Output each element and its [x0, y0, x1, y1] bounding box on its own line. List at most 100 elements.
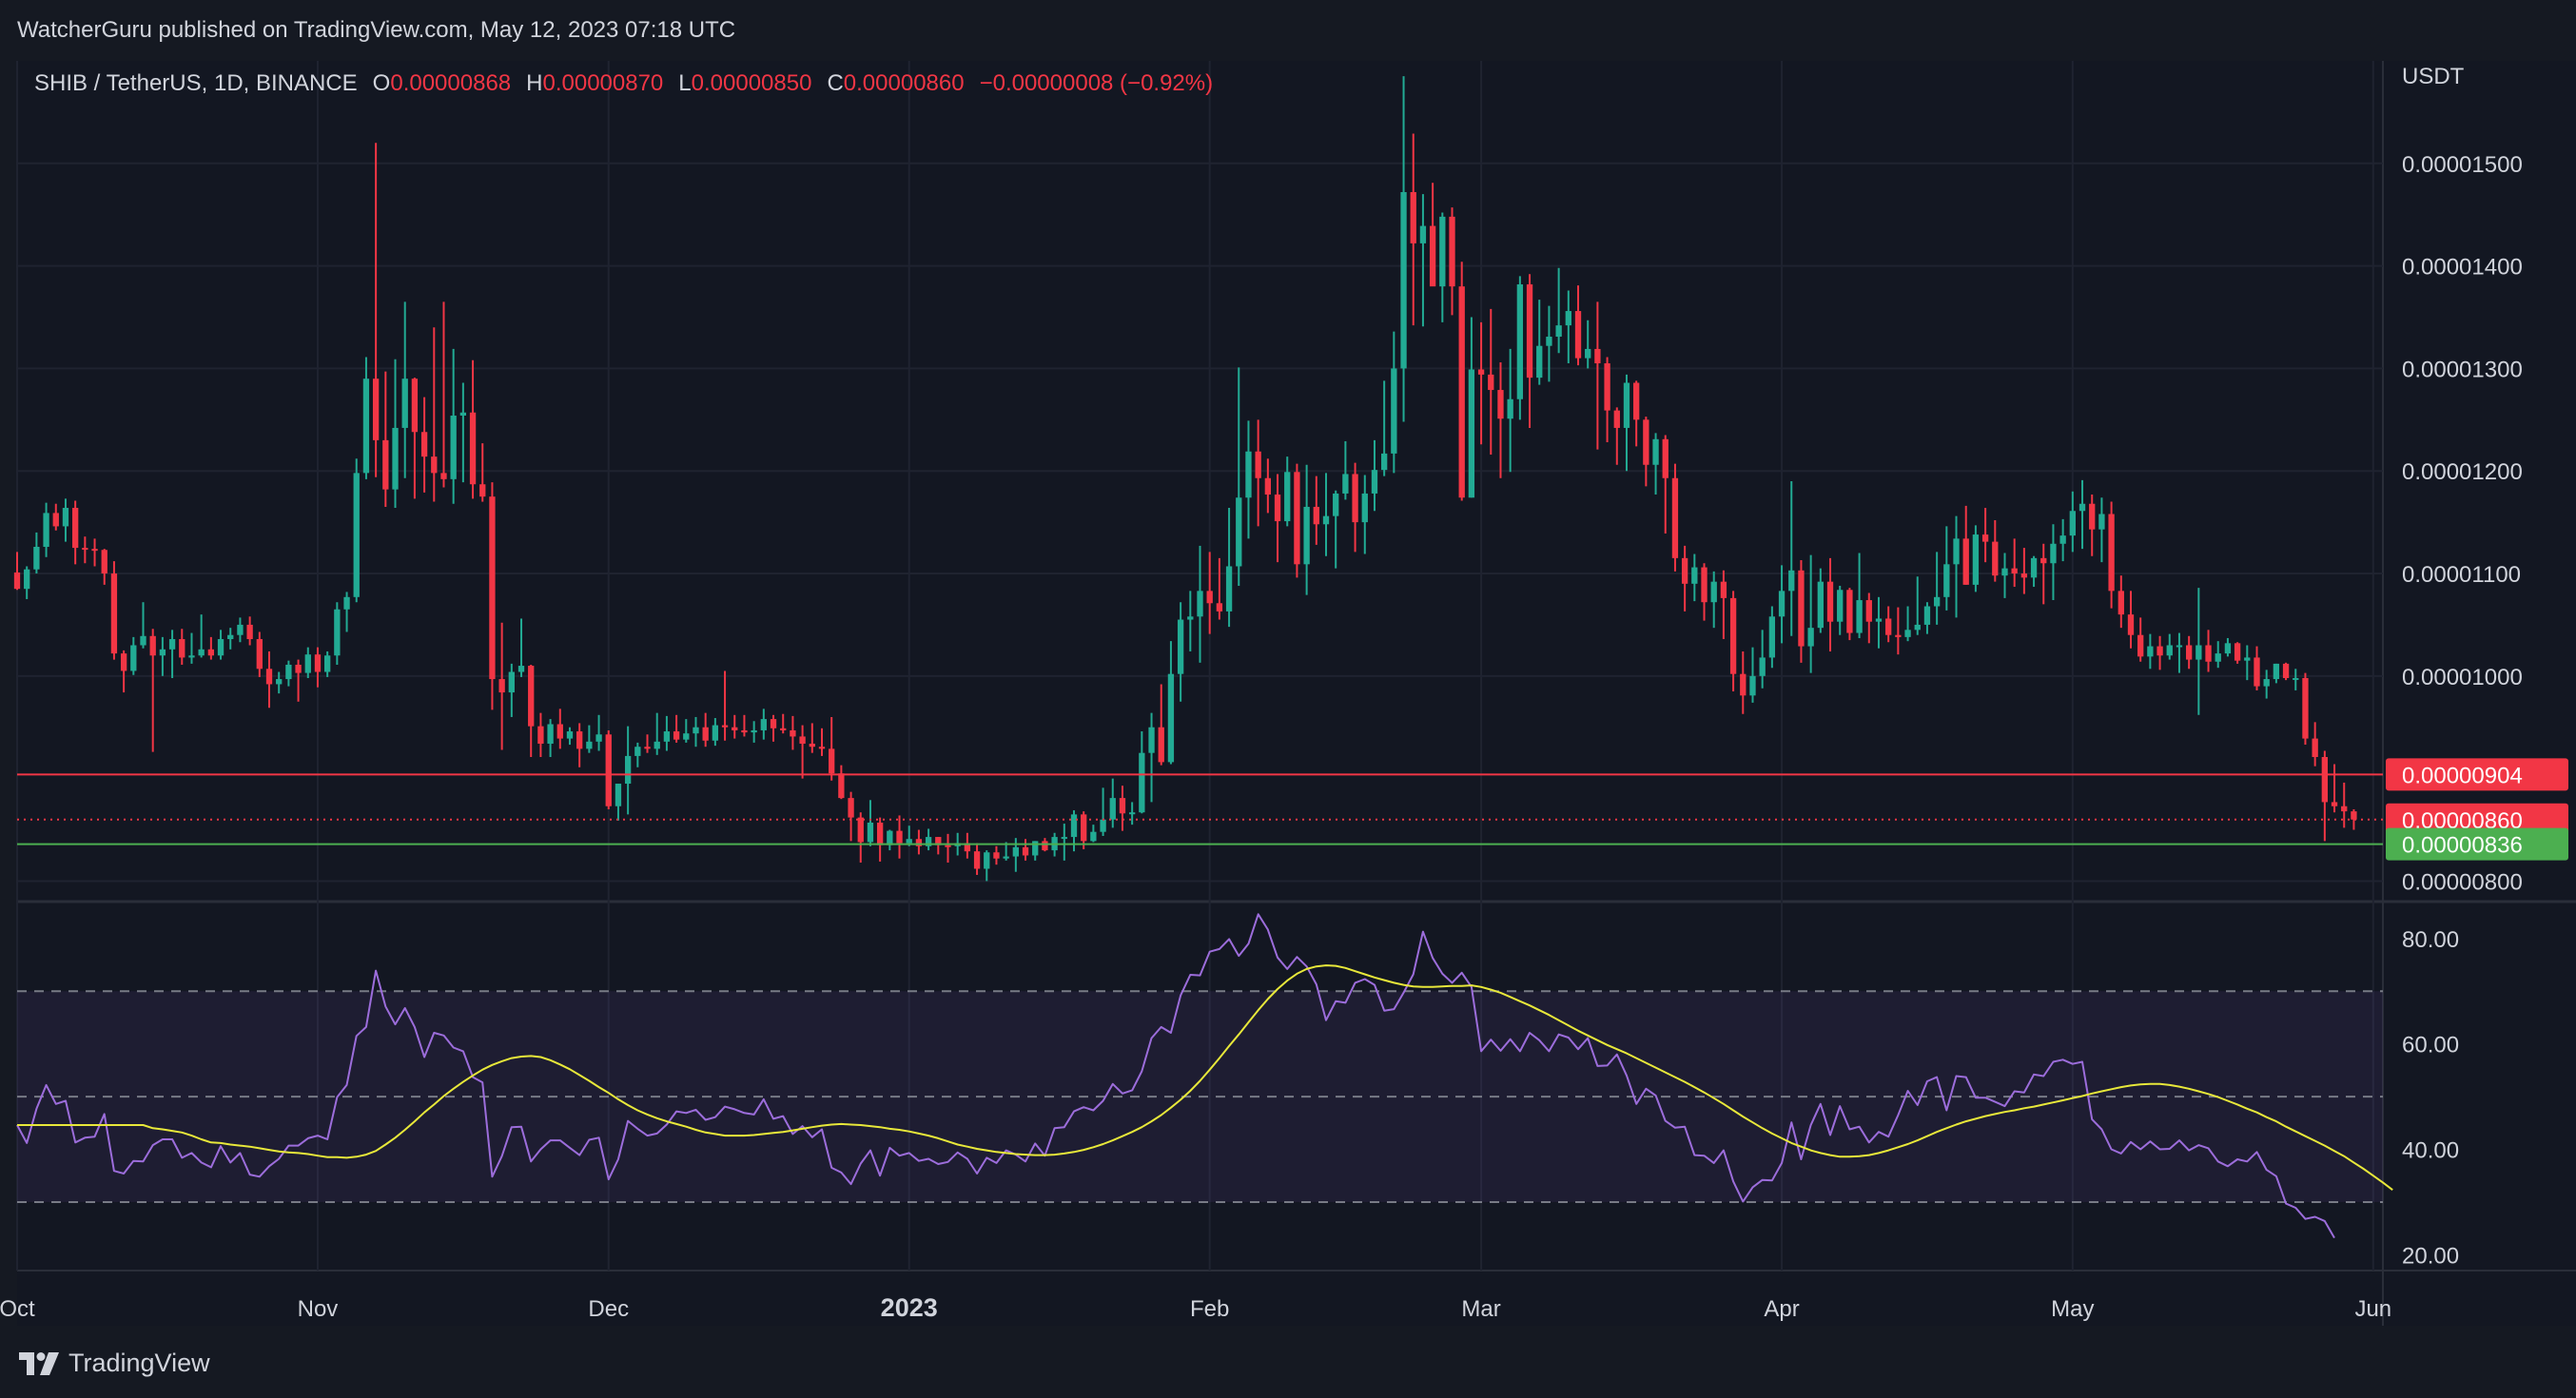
candle-up — [1768, 606, 1776, 669]
chart-panel[interactable] — [17, 61, 2576, 1326]
candle-body — [149, 635, 156, 656]
candle-body — [867, 822, 874, 843]
candle-body — [130, 645, 137, 671]
candle-body — [654, 741, 660, 749]
candle-down — [2351, 808, 2357, 830]
candle-body — [693, 727, 699, 734]
currency-label: USDT — [2402, 64, 2465, 89]
candle-body — [2273, 663, 2280, 680]
tradingview-brand[interactable]: TradingView — [19, 1349, 210, 1378]
candle-body — [1856, 600, 1863, 633]
price-and-rsi-chart[interactable]: Oct Nov Dec 2023 Feb Mar Apr May Jun 0.00001500 0.… — [0, 0, 2576, 1326]
price-tick-label: 0.00001000 — [2402, 665, 2523, 690]
candle-up — [1371, 439, 1378, 512]
candle-body — [372, 379, 380, 440]
candle-up — [2166, 633, 2173, 660]
candle-up — [324, 650, 331, 677]
candle-up — [1391, 331, 1397, 474]
level-price-label: 0.00000836 — [2402, 833, 2523, 859]
candle-body — [265, 669, 273, 685]
candle-up — [62, 498, 69, 542]
candle-body — [2351, 811, 2357, 820]
candle-down — [2234, 642, 2241, 664]
candle-down — [314, 647, 322, 688]
candle-up — [693, 716, 699, 748]
candle-body — [1962, 538, 1969, 585]
candle-down — [1701, 563, 1708, 621]
candle-body — [2069, 511, 2076, 536]
candle-body — [2030, 557, 2038, 578]
candle-body — [1720, 581, 1727, 598]
candle-body — [2078, 503, 2086, 512]
candle-up — [1003, 842, 1009, 861]
candle-down — [1720, 570, 1727, 640]
candle-down — [1458, 262, 1465, 501]
candle-down — [1526, 274, 1533, 428]
candle-body — [1633, 382, 1640, 420]
candle-body — [517, 666, 525, 672]
candle-up — [1236, 367, 1242, 586]
candle-up — [751, 721, 757, 743]
candle-down — [1449, 207, 1455, 316]
candle-up — [2263, 670, 2270, 699]
price-tick-label: 0.00001200 — [2402, 459, 2523, 485]
candle-down — [52, 503, 59, 531]
low-label: L — [678, 70, 692, 96]
candle-body — [198, 649, 205, 656]
candle-up — [1837, 585, 1844, 635]
candle-up — [2098, 497, 2105, 563]
candle-body — [1032, 841, 1039, 856]
candle-down — [1255, 419, 1261, 527]
candle-down — [411, 378, 419, 499]
candle-body — [1604, 363, 1610, 411]
candle-up — [1197, 545, 1203, 663]
candle-up — [2059, 518, 2066, 562]
candle-body — [353, 473, 360, 597]
candle-up — [2195, 588, 2202, 715]
candle-down — [101, 549, 107, 585]
candle-body — [1303, 506, 1310, 565]
candle-down — [673, 714, 680, 743]
candle-body — [2341, 806, 2348, 812]
candle-body — [1225, 566, 1233, 612]
candle-body — [314, 654, 322, 672]
candle-body — [906, 839, 912, 844]
candle-up — [2001, 553, 2008, 598]
candle-body — [2127, 614, 2135, 635]
candle-body — [1981, 534, 1989, 542]
candle-down — [1488, 308, 1494, 455]
candle-body — [1701, 567, 1708, 603]
candle-down — [1594, 301, 1601, 450]
candle-down — [973, 843, 981, 875]
candle-down — [1352, 462, 1358, 553]
candle-down — [382, 371, 389, 507]
candle-down — [1410, 133, 1416, 326]
candle-down — [1662, 435, 1669, 534]
candle-body — [2050, 543, 2057, 564]
candle-down — [818, 728, 826, 756]
candle-body — [1274, 495, 1281, 522]
candle-body — [1507, 398, 1513, 419]
candle-body — [2282, 663, 2290, 678]
candle-body — [43, 513, 49, 547]
candle-down — [120, 650, 127, 693]
candle-body — [1643, 419, 1649, 465]
candle-body — [459, 412, 467, 417]
candle-down — [246, 616, 253, 646]
candle-body — [1798, 570, 1805, 647]
candle-body — [528, 666, 535, 727]
candle-up — [566, 727, 574, 746]
candle-body — [479, 484, 486, 497]
candle-body — [1953, 538, 1960, 565]
candle-down — [372, 143, 380, 477]
candle-up — [1109, 778, 1116, 828]
x-tick-label: Jun — [2354, 1296, 2391, 1322]
candle-body — [1236, 497, 1242, 567]
candle-body — [605, 734, 612, 806]
candle-up — [237, 617, 244, 643]
rsi-tick-label: 60.00 — [2402, 1033, 2459, 1058]
candle-down — [91, 538, 98, 567]
price-tick-label: 0.00001400 — [2402, 255, 2523, 281]
candle-body — [52, 513, 59, 527]
candle-body — [984, 852, 990, 869]
